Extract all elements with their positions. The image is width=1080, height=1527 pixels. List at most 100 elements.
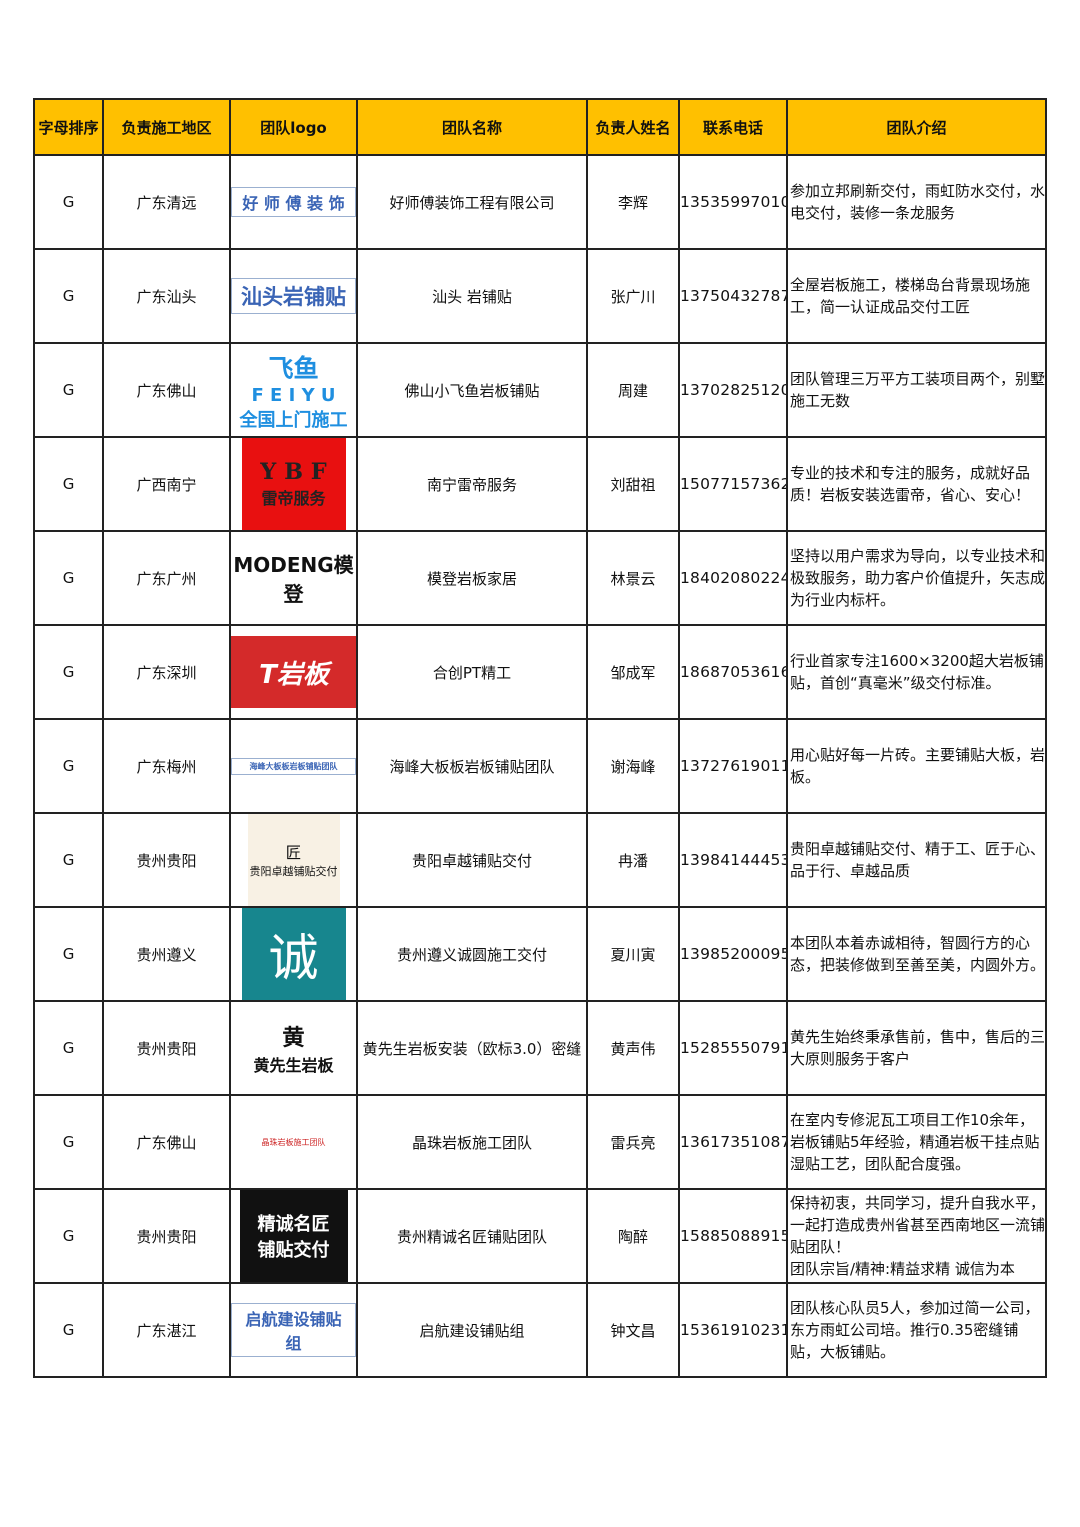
cell-person: 张广川: [586, 248, 680, 344]
logo-text: 飞鱼: [268, 353, 319, 383]
table-row: G 广东深圳 T岩板 合创PT精工 邹成军 18687053616 行业首家专注1600×3…: [33, 624, 1047, 720]
team-logo: 诚: [241, 909, 346, 999]
logo-text: 诚: [268, 929, 319, 987]
team-logo-cell: 匠贵阳卓越铺贴交付: [229, 812, 358, 908]
team-logo-cell: 好 师 傅 装 饰: [229, 154, 358, 250]
cell-letter: G: [33, 248, 104, 344]
table-row: G 广东梅州 海峰大板板岩板铺贴团队 海峰大板板岩板铺贴团队 谢海峰 1372761901…: [33, 718, 1047, 814]
cell-letter: G: [33, 436, 104, 532]
cell-region: 贵州贵阳: [102, 1188, 231, 1284]
team-logo: 精诚名匠 铺贴交付: [239, 1191, 348, 1281]
cell-letter: G: [33, 718, 104, 814]
cell-region: 广东佛山: [102, 1094, 231, 1190]
team-logo: 启航建设铺贴组: [232, 1303, 355, 1357]
table-row: G 广东广州 MODENG模登 模登岩板家居 林景云 18402080224 坚持以用户需求…: [33, 530, 1047, 626]
cell-person: 刘甜祖: [586, 436, 680, 532]
cell-phone: 13535997010: [678, 154, 788, 250]
cell-name: 汕头 岩铺贴: [356, 248, 588, 344]
team-logo-cell: 启航建设铺贴组: [229, 1282, 358, 1378]
cell-intro: 坚持以用户需求为导向，以专业技术和极致服务，助力客户价值提升，矢志成为行业内标杆…: [786, 530, 1047, 626]
team-logo-cell: Y B F 雷帝服务: [229, 436, 358, 532]
cell-name: 海峰大板板岩板铺贴团队: [356, 718, 588, 814]
logo-text: 黄先生岩板: [253, 1056, 334, 1075]
table-row: G 贵州遵义诚贵州遵义诚圆施工交付 夏川寅 13985200095 本团队本着赤诚相待，…: [33, 906, 1047, 1002]
logo-text: F E I Y U: [251, 384, 336, 406]
cell-letter: G: [33, 1000, 104, 1096]
cell-region: 贵州遵义: [102, 906, 231, 1002]
cell-name: 启航建设铺贴组: [356, 1282, 588, 1378]
cell-phone: 18687053616: [678, 624, 788, 720]
cell-name: 贵州遵义诚圆施工交付: [356, 906, 588, 1002]
cell-region: 广东汕头: [102, 248, 231, 344]
team-logo-cell: 飞鱼 F E I Y U 全国上门施工: [229, 342, 358, 438]
teams-table: 字母排序 负责施工地区 团队logo 团队名称 负责人姓名 联系电话 团队介绍 G 广东清远好…: [33, 98, 1047, 1378]
logo-text: 贵阳卓越铺贴交付: [249, 865, 338, 878]
team-logo-cell: 汕头岩铺贴: [229, 248, 358, 344]
logo-text: 全国上门施工: [239, 409, 348, 431]
table-row: G 广东佛山 晶珠岩板施工团队 晶珠岩板施工团队 雷兵亮 13617351087 在室内专修…: [33, 1094, 1047, 1190]
table-row: G 贵州贵阳匠贵阳卓越铺贴交付 贵阳卓越铺贴交付 冉潘 13984144453 贵阳卓越铺…: [33, 812, 1047, 908]
cell-person: 雷兵亮: [586, 1094, 680, 1190]
cell-intro: 专业的技术和专注的服务，成就好品质！岩板安装选雷帝，省心、安心！: [786, 436, 1047, 532]
team-logo-cell: 诚: [229, 906, 358, 1002]
cell-name: 南宁雷帝服务: [356, 436, 588, 532]
cell-phone: 13702825120: [678, 342, 788, 438]
cell-person: 夏川寅: [586, 906, 680, 1002]
team-logo: Y B F 雷帝服务: [241, 439, 346, 529]
cell-phone: 13727619011: [678, 718, 788, 814]
cell-letter: G: [33, 530, 104, 626]
cell-intro: 参加立邦刷新交付，雨虹防水交付，水电交付，装修一条龙服务: [786, 154, 1047, 250]
header-intro: 团队介绍: [786, 98, 1047, 156]
logo-text: 铺贴交付: [257, 1240, 330, 1261]
cell-phone: 13750432787: [678, 248, 788, 344]
cell-intro: 贵阳卓越铺贴交付、精于工、匠于心、品于行、卓越品质: [786, 812, 1047, 908]
table-row: G 广西南宁 Y B F 雷帝服务 南宁雷帝服务 刘甜祖 15077157362 专业的技术和…: [33, 436, 1047, 532]
team-logo: 汕头岩铺贴: [232, 278, 355, 314]
table-row: G 广东清远好 师 傅 装 饰好师傅装饰工程有限公司 李辉 13535997010 参加…: [33, 154, 1047, 250]
cell-name: 黄先生岩板安装（欧标3.0）密缝: [356, 1000, 588, 1096]
cell-phone: 15285550791: [678, 1000, 788, 1096]
logo-text: 雷帝服务: [261, 489, 326, 508]
header-name: 团队名称: [356, 98, 588, 156]
logo-text: 海峰大板板岩板铺贴团队: [249, 760, 338, 771]
team-logo: MODENG模登: [232, 549, 355, 607]
cell-name: 佛山小飞鱼岩板铺贴: [356, 342, 588, 438]
cell-intro: 本团队本着赤诚相待，智圆行方的心态，把装修做到至善至美，内圆外方。: [786, 906, 1047, 1002]
logo-text: 好 师 傅 装 饰: [242, 194, 345, 213]
logo-text: T岩板: [259, 659, 329, 690]
team-logo: 晶珠岩板施工团队: [244, 1137, 344, 1148]
cell-person: 钟文昌: [586, 1282, 680, 1378]
cell-name: 模登岩板家居: [356, 530, 588, 626]
cell-person: 李辉: [586, 154, 680, 250]
team-logo: 海峰大板板岩板铺贴团队: [232, 757, 355, 775]
team-logo: T岩板: [232, 636, 355, 708]
cell-region: 贵州贵阳: [102, 1000, 231, 1096]
cell-name: 晶珠岩板施工团队: [356, 1094, 588, 1190]
cell-letter: G: [33, 1282, 104, 1378]
cell-region: 广东湛江: [102, 1282, 231, 1378]
logo-text: 黄: [282, 1025, 305, 1051]
team-logo-cell: 晶珠岩板施工团队: [229, 1094, 358, 1190]
logo-text: MODENG模登: [233, 553, 354, 606]
cell-phone: 15361910231: [678, 1282, 788, 1378]
cell-intro: 团队管理三万平方工装项目两个，别墅施工无数: [786, 342, 1047, 438]
cell-region: 广东深圳: [102, 624, 231, 720]
cell-name: 贵州精诚名匠铺贴团队: [356, 1188, 588, 1284]
logo-text: 汕头岩铺贴: [241, 284, 346, 309]
cell-intro: 黄先生始终秉承售前，售中，售后的三大原则服务于客户: [786, 1000, 1047, 1096]
header-person: 负责人姓名: [586, 98, 680, 156]
cell-intro: 保持初衷，共同学习，提升自我水平，一起打造成贵州省甚至西南地区一流铺贴团队！ 团…: [786, 1188, 1047, 1284]
cell-letter: G: [33, 154, 104, 250]
cell-letter: G: [33, 812, 104, 908]
cell-phone: 15885088915: [678, 1188, 788, 1284]
cell-region: 广东广州: [102, 530, 231, 626]
header-phone: 联系电话: [678, 98, 788, 156]
cell-letter: G: [33, 1188, 104, 1284]
logo-text: Y B F: [260, 459, 327, 485]
team-logo: 好 师 傅 装 饰: [232, 187, 355, 217]
logo-text: 晶珠岩板施工团队: [261, 1137, 326, 1147]
table-row: G 广东湛江 启航建设铺贴组 启航建设铺贴组 钟文昌 15361910231 团队核心队员5…: [33, 1282, 1047, 1378]
header-logo: 团队logo: [229, 98, 358, 156]
cell-phone: 13985200095: [678, 906, 788, 1002]
cell-person: 冉潘: [586, 812, 680, 908]
